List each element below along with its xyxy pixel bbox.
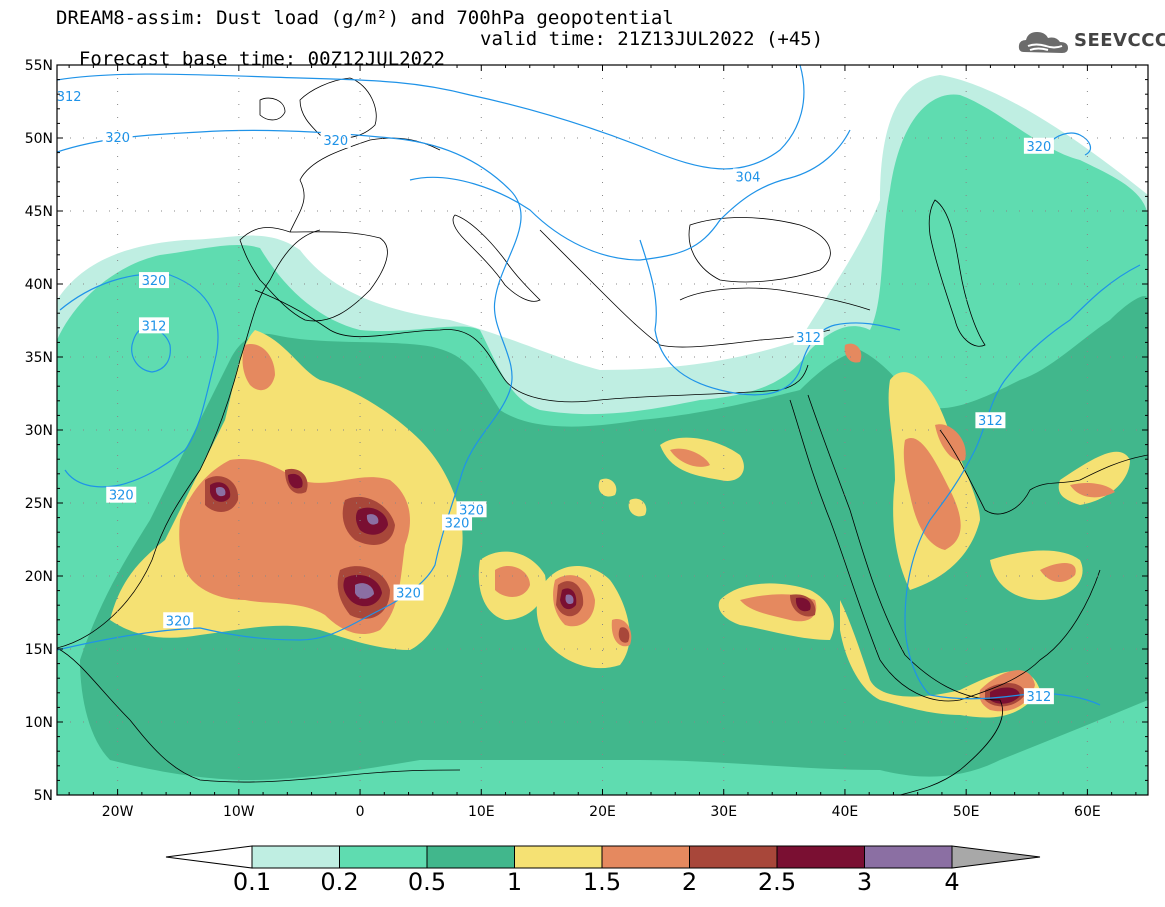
- contour-label: 312: [142, 319, 167, 334]
- lon-tick-label: 20E: [589, 804, 616, 820]
- contour-label-bg: [1023, 137, 1054, 154]
- lon-tick-label: 40E: [832, 804, 859, 820]
- colorbar-tick-label: 3: [856, 868, 873, 896]
- colorbar-segment: [689, 845, 778, 869]
- cloud-icon: [1018, 32, 1068, 53]
- colorbar-tick-label: 1: [506, 868, 523, 896]
- forecast-base-time: Forecast base time: 00Z12JUL2022: [78, 48, 445, 70]
- colorbar: [165, 845, 1041, 869]
- colorbar-over-triangle: [951, 845, 1041, 869]
- colorbar-tick-label: 2.5: [757, 868, 797, 896]
- contour-label-bg: [106, 486, 137, 503]
- lon-tick-label: 60E: [1074, 804, 1101, 820]
- contour-label-bg: [57, 88, 85, 105]
- colorbar-segment: [426, 845, 515, 869]
- colorbar-segment: [864, 845, 953, 869]
- map-title: DREAM8-assim: Dust load (g/m²) and 700hP…: [56, 7, 674, 29]
- lat-tick-label: 35N: [25, 350, 53, 366]
- map-axes: 55N 50N 45N 40N 35N 30N 25N 20N 15N 10N 5N 20W 10W 0 1…: [25, 58, 1148, 820]
- colorbar-tick-label: 4: [944, 868, 960, 896]
- contour-label: 312: [1026, 690, 1051, 705]
- colorbar-segment: [339, 845, 428, 869]
- logo-text: SEEVCCC: [1074, 30, 1165, 51]
- lon-tick-label: 50E: [953, 804, 980, 820]
- lat-tick-label: 15N: [25, 642, 53, 658]
- contour-label-bg: [732, 168, 763, 185]
- contour-label: 320: [142, 274, 167, 289]
- contour-label: 312: [978, 414, 1003, 429]
- lat-tick-label: 50N: [25, 131, 53, 147]
- lon-tick-label: 20W: [102, 804, 134, 820]
- contour-label: 320: [105, 131, 130, 146]
- contour-label-bg: [138, 317, 169, 334]
- contour-label: 320: [166, 614, 191, 629]
- colorbar-segment: [601, 845, 690, 869]
- colorbar-tick-label: 1.5: [582, 868, 622, 896]
- map-area: 312 320 320 304 320 320 312 312 312 320 320 320 320 3…: [57, 65, 1148, 795]
- colorbar-segment: [514, 845, 603, 869]
- forecast-times: Forecast base time: 00Z12JUL2022 valid t…: [56, 29, 823, 89]
- valid-time: valid time: 21Z13JUL2022 (+45): [480, 28, 824, 50]
- contour-label-bg: [793, 329, 824, 346]
- lat-tick-label: 20N: [25, 569, 53, 585]
- geopotential-contours: [57, 65, 1141, 706]
- contour-label-bg: [163, 612, 194, 629]
- contour-label-bg: [1023, 688, 1054, 705]
- colorbar-tick-label: 2: [681, 868, 698, 896]
- contour-label: 320: [396, 587, 421, 602]
- contour-label: 320: [1026, 140, 1051, 155]
- lat-tick-label: 55N: [25, 58, 53, 74]
- contour-labels: 312 320 320 304 320 320 312 312 312 320 320 320 320 3…: [57, 88, 1054, 705]
- lat-tick-label: 10N: [25, 715, 53, 731]
- grid-lines: [57, 65, 1148, 795]
- contour-label-bg: [102, 129, 133, 145]
- lat-tick-label: 45N: [25, 204, 53, 220]
- colorbar-segment: [776, 845, 865, 869]
- contour-label: 320: [109, 489, 134, 504]
- colorbar-under-triangle: [165, 845, 253, 869]
- lon-tick-label: 10W: [223, 804, 255, 820]
- colorbar-tick-label: 0.2: [320, 868, 359, 896]
- contour-label: 312: [796, 331, 821, 346]
- lat-tick-label: 25N: [25, 496, 53, 512]
- contour-label-bg: [393, 584, 424, 601]
- contour-label-bg: [975, 412, 1006, 429]
- contour-label: 304: [736, 170, 761, 185]
- lat-tick-label: 40N: [25, 277, 53, 293]
- lon-tick-label: 30E: [710, 804, 737, 820]
- lon-tick-label: 0: [356, 804, 365, 820]
- contour-label: 320: [445, 516, 470, 531]
- contour-label-bg: [442, 514, 473, 531]
- colorbar-tick-label: 0.5: [407, 868, 447, 896]
- contour-label-bg: [456, 501, 487, 518]
- lat-tick-label: 5N: [34, 788, 53, 804]
- lon-tick-label: 10E: [468, 804, 495, 820]
- colorbar-segment: [251, 845, 340, 869]
- contour-label: 320: [323, 134, 348, 149]
- lat-tick-label: 30N: [25, 423, 53, 439]
- contour-label-bg: [320, 131, 351, 148]
- contour-label: 312: [57, 90, 82, 105]
- colorbar-tick-label: 0.1: [232, 868, 272, 896]
- seevccc-logo: SEEVCCC: [1016, 26, 1165, 58]
